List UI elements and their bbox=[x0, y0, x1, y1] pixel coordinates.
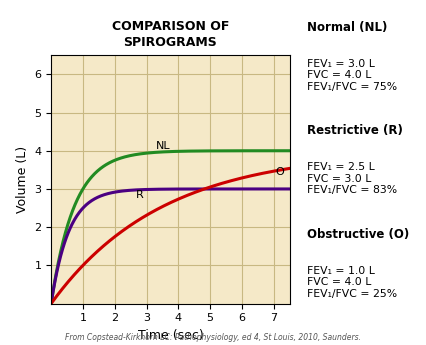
Text: NL: NL bbox=[156, 141, 171, 151]
Text: From Copstead-Kirkhorn LC: Pathophysiology, ed 4, St Louis, 2010, Saunders.: From Copstead-Kirkhorn LC: Pathophysiolo… bbox=[65, 333, 361, 342]
Y-axis label: Volume (L): Volume (L) bbox=[16, 146, 29, 213]
Text: FEV₁ = 3.0 L
FVC = 4.0 L
FEV₁/FVC = 75%: FEV₁ = 3.0 L FVC = 4.0 L FEV₁/FVC = 75% bbox=[307, 59, 397, 92]
Text: FEV₁ = 1.0 L
FVC = 4.0 L
FEV₁/FVC = 25%: FEV₁ = 1.0 L FVC = 4.0 L FEV₁/FVC = 25% bbox=[307, 266, 397, 299]
Text: FEV₁ = 2.5 L
FVC = 3.0 L
FEV₁/FVC = 83%: FEV₁ = 2.5 L FVC = 3.0 L FEV₁/FVC = 83% bbox=[307, 162, 397, 195]
Text: Obstructive (O): Obstructive (O) bbox=[307, 228, 409, 241]
X-axis label: Time (sec): Time (sec) bbox=[138, 329, 203, 342]
Text: O: O bbox=[275, 167, 284, 177]
Text: R: R bbox=[135, 190, 143, 200]
Text: Restrictive (R): Restrictive (R) bbox=[307, 124, 403, 137]
Text: Normal (NL): Normal (NL) bbox=[307, 21, 387, 34]
Text: COMPARISON OF
SPIROGRAMS: COMPARISON OF SPIROGRAMS bbox=[112, 20, 229, 49]
